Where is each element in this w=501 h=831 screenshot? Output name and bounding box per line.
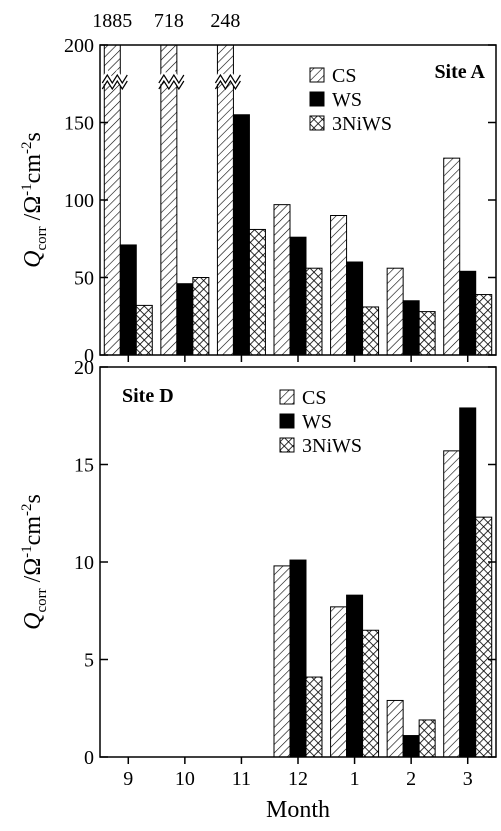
bar — [176, 283, 194, 356]
bar — [330, 215, 348, 356]
y-tick-label: 100 — [64, 190, 94, 212]
x-tick-label: 2 — [406, 768, 416, 790]
x-axis-label: Month — [266, 797, 330, 823]
legend-label: WS — [332, 89, 362, 111]
y-axis-label-part: cm — [20, 516, 46, 546]
axis-break — [214, 79, 241, 91]
legend-label: CS — [302, 387, 326, 409]
y-axis-label-part: s — [20, 132, 46, 141]
axis-break — [214, 73, 241, 85]
y-axis-label-part: cm — [20, 154, 46, 184]
y-axis-label-part: -2 — [19, 504, 35, 517]
bar — [443, 450, 461, 758]
y-axis-label-part: /Ω — [20, 196, 46, 227]
y-axis-label-part: /Ω — [20, 558, 46, 589]
bar — [459, 270, 477, 356]
legend-swatch — [279, 437, 295, 453]
bar — [362, 306, 380, 356]
bar — [418, 311, 436, 356]
legend-swatch — [279, 389, 295, 405]
y-axis-label: Qcorr /Ω-1cm-2s — [19, 132, 50, 268]
annotation: Site D — [122, 385, 174, 407]
value-label: 248 — [210, 10, 240, 32]
bar — [232, 114, 250, 356]
bar — [386, 699, 404, 758]
annotation: Site A — [434, 61, 485, 83]
bar — [386, 267, 404, 356]
axis-break — [101, 79, 128, 91]
bar — [305, 676, 323, 758]
bar — [346, 261, 364, 356]
legend-swatch — [309, 67, 325, 83]
y-tick-label: 5 — [84, 650, 94, 672]
bar — [273, 204, 291, 356]
bar — [273, 565, 291, 758]
x-tick-label: 12 — [288, 768, 308, 790]
bar — [135, 304, 153, 356]
y-axis-label-part: -1 — [19, 183, 35, 196]
x-tick-label: 9 — [123, 768, 133, 790]
bar — [402, 300, 420, 356]
bar — [216, 44, 234, 356]
legend-swatch — [309, 115, 325, 131]
bar — [459, 407, 477, 758]
legend-label: 3NiWS — [332, 113, 392, 135]
bar — [289, 559, 307, 758]
y-axis-label: Qcorr /Ω-1cm-2s — [19, 494, 50, 630]
bar — [475, 516, 493, 758]
legend-label: WS — [302, 411, 332, 433]
x-tick-label: 1 — [350, 768, 360, 790]
bar — [475, 294, 493, 356]
y-tick-label: 0 — [84, 345, 94, 367]
y-tick-label: 150 — [64, 113, 94, 135]
x-tick-label: 11 — [232, 768, 251, 790]
y-tick-label: 15 — [74, 455, 94, 477]
bar — [330, 606, 348, 758]
value-label: 1885 — [92, 10, 132, 32]
legend-label: 3NiWS — [302, 435, 362, 457]
y-tick-label: 200 — [64, 35, 94, 57]
bar — [362, 629, 380, 758]
bar — [346, 594, 364, 758]
y-axis-label-part: Q — [20, 251, 46, 268]
y-axis-label-part: corr — [34, 588, 50, 612]
bar — [160, 44, 178, 356]
bar — [443, 157, 461, 356]
y-tick-label: 0 — [84, 747, 94, 769]
legend-label: CS — [332, 65, 356, 87]
axis-break — [101, 73, 128, 85]
bar — [119, 244, 137, 356]
y-tick-label: 50 — [74, 268, 94, 290]
y-axis-label-part: s — [20, 494, 46, 503]
x-tick-label: 10 — [175, 768, 195, 790]
bar — [289, 236, 307, 356]
bar — [248, 228, 266, 356]
axis-break — [158, 79, 185, 91]
legend-swatch — [309, 91, 325, 107]
value-label: 718 — [154, 10, 184, 32]
y-axis-label-part: Q — [20, 613, 46, 630]
y-tick-label: 20 — [74, 357, 94, 379]
bar — [402, 735, 420, 758]
x-tick-label: 3 — [463, 768, 473, 790]
legend-swatch — [279, 413, 295, 429]
y-axis-label-part: -1 — [19, 545, 35, 558]
y-tick-label: 10 — [74, 552, 94, 574]
bar — [305, 267, 323, 356]
y-axis-label-part: -2 — [19, 142, 35, 155]
y-axis-label-part: corr — [34, 226, 50, 250]
bar — [192, 277, 210, 356]
axis-break — [158, 73, 185, 85]
bar — [418, 719, 436, 758]
